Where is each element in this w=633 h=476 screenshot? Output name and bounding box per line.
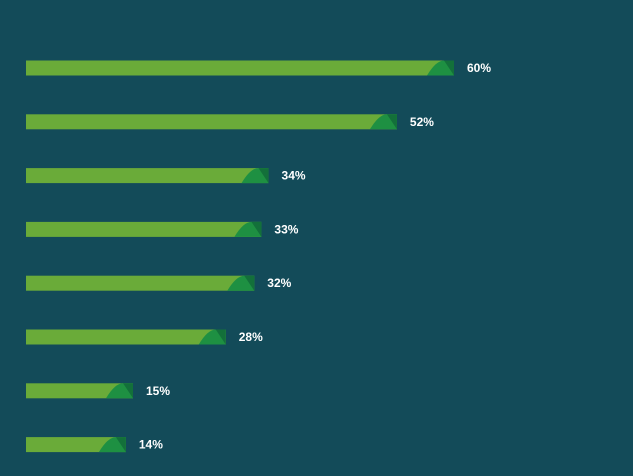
value-label: 33% bbox=[274, 222, 298, 236]
bar-row: 14% bbox=[26, 437, 163, 453]
bar-row: 34% bbox=[26, 168, 306, 184]
bar-tip-shade bbox=[115, 437, 126, 453]
bar-row: 52% bbox=[26, 114, 434, 130]
bar-row: 28% bbox=[26, 329, 263, 345]
bar bbox=[26, 437, 126, 453]
value-label: 60% bbox=[467, 61, 491, 75]
value-label: 52% bbox=[410, 115, 434, 129]
bar bbox=[26, 329, 226, 345]
bar bbox=[26, 168, 269, 184]
bar-tip-shade bbox=[123, 383, 133, 399]
bar bbox=[26, 221, 262, 237]
bar-row: 33% bbox=[26, 221, 299, 237]
value-label: 32% bbox=[267, 276, 291, 290]
bar-row: 60% bbox=[26, 60, 491, 76]
value-label: 34% bbox=[282, 169, 306, 183]
bars-group: 60% 52% 34% 33% 32% 28% 15% 14% bbox=[26, 60, 491, 453]
bar bbox=[26, 383, 133, 399]
bar bbox=[26, 275, 255, 291]
bar-row: 32% bbox=[26, 275, 292, 291]
value-label: 15% bbox=[146, 384, 170, 398]
value-label: 28% bbox=[239, 330, 263, 344]
bar-tip-shade bbox=[244, 275, 255, 291]
bar-tip-shade bbox=[251, 221, 262, 237]
bar-tip-shade bbox=[215, 329, 226, 345]
bar-tip-shade bbox=[386, 114, 397, 130]
bar bbox=[26, 60, 454, 76]
bar-tip-shade bbox=[258, 168, 269, 184]
bar-row: 15% bbox=[26, 383, 170, 399]
bar bbox=[26, 114, 397, 130]
bar-tip-shade bbox=[444, 60, 454, 76]
value-label: 14% bbox=[139, 438, 163, 452]
